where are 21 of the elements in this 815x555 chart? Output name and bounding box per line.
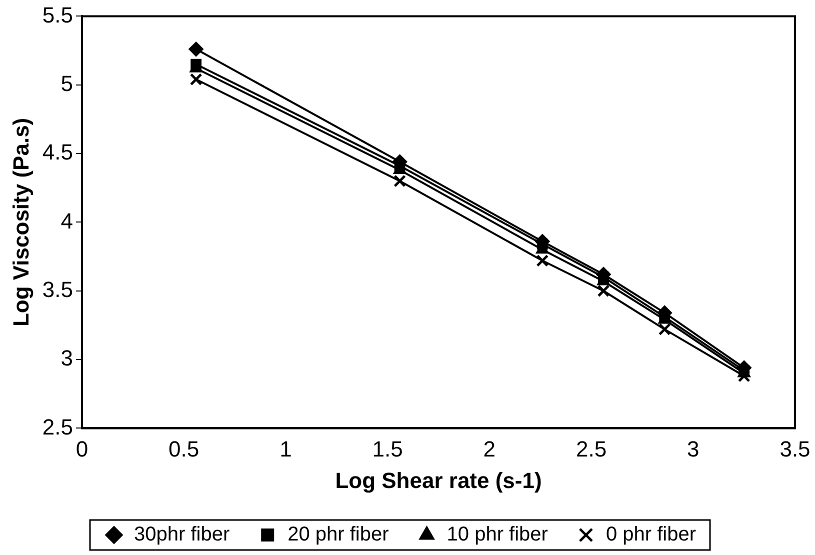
x-tick-label: 3	[687, 436, 700, 462]
x-tick-label: 2	[483, 436, 496, 462]
x-tick-label: 3.5	[780, 436, 810, 462]
legend-label: 10 phr fiber	[446, 524, 548, 546]
y-tick-label: 3.5	[42, 276, 73, 302]
x-tick-label: 1	[280, 436, 292, 462]
y-axis-title: Log Viscosity (Pa.s)	[8, 118, 34, 327]
legend-label: 0 phr fiber	[606, 524, 696, 546]
y-tick-label: 4	[60, 208, 73, 234]
x-tick-label: 0.5	[168, 436, 200, 462]
x-axis-title: Log Shear rate (s-1)	[335, 468, 542, 493]
y-tick-label: 2.5	[42, 414, 73, 440]
y-tick-label: 4.5	[42, 140, 73, 165]
y-tick-label: 5.5	[42, 2, 73, 28]
x-tick-label: 2.5	[576, 436, 607, 462]
legend-label: 20 phr fiber	[288, 524, 390, 546]
x-tick-label: 1.5	[372, 436, 403, 462]
y-tick-label: 3	[60, 346, 73, 371]
legend-label: 30phr fiber	[134, 524, 230, 546]
y-tick-label: 5	[60, 70, 73, 96]
x-tick-label: 0	[76, 436, 88, 462]
